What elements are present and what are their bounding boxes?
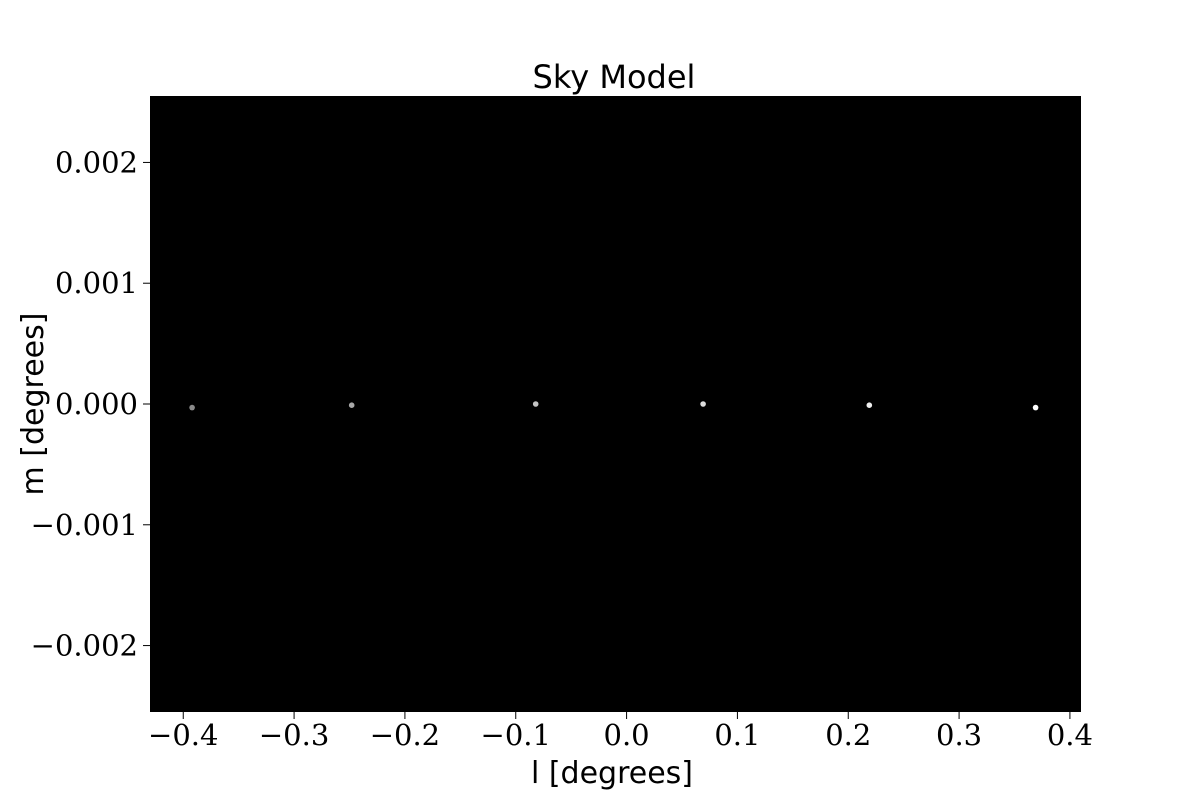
sky-source-point-6 [1032,404,1039,411]
x-axis-ticks: −0.4 −0.3 −0.2 −0.1 0.0 0.1 0.2 0.3 0.4 [148,712,1093,752]
chart-title: Sky Model [533,58,696,96]
sky-source-point-1 [189,404,195,411]
y-tick-label: 0.001 [55,266,138,300]
x-axis-label: l [degrees] [531,756,693,791]
y-tick-label: −0.001 [31,508,138,542]
y-tick-label: −0.002 [31,629,138,663]
x-tick-label: −0.1 [481,718,551,752]
sky-source-point-2 [348,402,355,409]
x-tick-label: −0.4 [148,718,218,752]
data-points [189,401,1039,411]
plot-area [150,96,1081,712]
sky-source-point-3 [532,401,539,407]
x-tick-label: 0.4 [1047,718,1093,752]
x-tick-label: 0.2 [825,718,871,752]
y-axis-label: m [degrees] [16,313,51,496]
sky-source-point-5 [866,402,873,409]
y-tick-label: 0.000 [55,387,138,421]
x-tick-label: −0.3 [259,718,329,752]
x-tick-label: 0.1 [714,718,760,752]
x-tick-label: 0.0 [604,718,650,752]
y-tick-label: 0.002 [55,145,138,179]
x-tick-label: 0.3 [936,718,982,752]
y-axis-ticks: 0.002 0.001 0.000 −0.001 −0.002 [31,145,150,663]
sky-source-point-4 [700,401,706,407]
x-tick-label: −0.2 [370,718,440,752]
